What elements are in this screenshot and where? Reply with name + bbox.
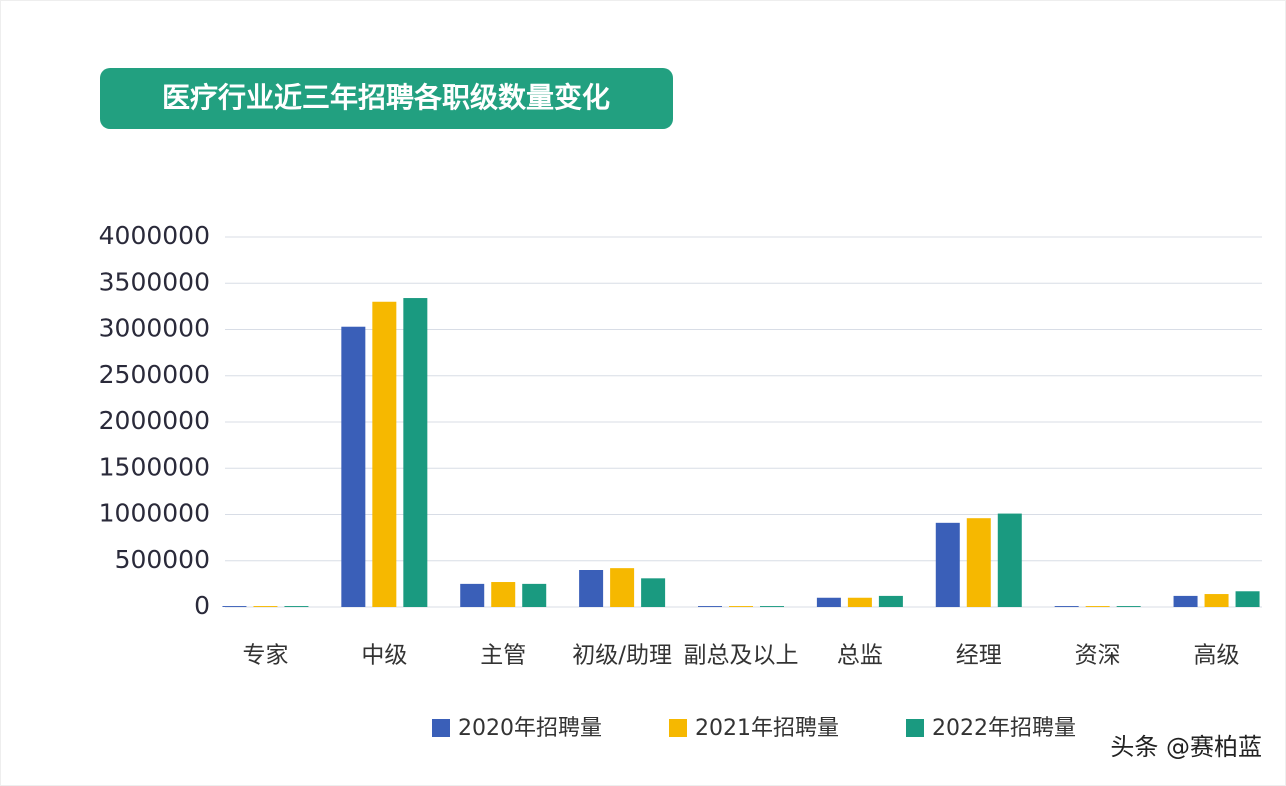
bar — [284, 606, 309, 607]
y-tick-label: 1000000 — [99, 499, 210, 528]
bar — [1204, 594, 1229, 607]
x-tick-label: 初级/助理 — [572, 643, 672, 669]
bar — [1116, 606, 1141, 607]
bar — [1173, 595, 1198, 607]
legend-label: 2022年招聘量 — [932, 716, 1076, 741]
y-tick-label: 500000 — [115, 545, 210, 574]
legend-swatch — [432, 719, 450, 737]
y-tick-label: 2500000 — [99, 360, 210, 389]
bar — [816, 597, 841, 607]
y-tick-label: 1500000 — [99, 452, 210, 481]
x-tick-label: 高级 — [1194, 643, 1240, 669]
bar — [1085, 606, 1110, 607]
bar — [341, 326, 366, 607]
bar — [222, 606, 247, 607]
bar — [579, 570, 604, 607]
title-box — [100, 68, 673, 129]
bar — [610, 568, 635, 607]
legend-swatch — [906, 719, 924, 737]
bar — [460, 583, 485, 607]
x-tick-label: 副总及以上 — [684, 643, 799, 669]
y-tick-label: 3500000 — [99, 267, 210, 296]
bar — [403, 298, 428, 607]
x-tick-label: 中级 — [361, 643, 407, 669]
bar — [997, 513, 1022, 607]
y-tick-label: 2000000 — [99, 406, 210, 435]
bar — [847, 597, 872, 607]
x-tick-label: 资深 — [1075, 643, 1121, 669]
watermark: 头条 @赛柏蓝 — [1110, 733, 1262, 761]
bar — [878, 595, 903, 607]
y-tick-label: 0 — [194, 591, 210, 620]
bar — [698, 606, 722, 607]
legend-label: 2020年招聘量 — [458, 716, 602, 741]
bar — [641, 578, 666, 607]
y-tick-label: 3000000 — [99, 314, 210, 343]
bar — [1235, 591, 1260, 607]
bar — [966, 518, 991, 607]
bar — [372, 301, 397, 607]
bar — [253, 606, 278, 607]
legend-swatch — [669, 719, 687, 737]
x-tick-label: 专家 — [242, 643, 288, 669]
bar — [729, 606, 753, 607]
bar — [935, 522, 960, 607]
bar — [491, 582, 516, 607]
bar — [522, 583, 547, 607]
x-tick-label: 经理 — [956, 643, 1002, 669]
bar — [760, 606, 784, 607]
legend-label: 2021年招聘量 — [695, 716, 839, 741]
y-tick-label: 4000000 — [99, 221, 210, 250]
x-tick-label: 总监 — [837, 643, 883, 669]
x-tick-label: 主管 — [480, 643, 526, 669]
bar — [1054, 606, 1079, 607]
chart-title: 医疗行业近三年招聘各职级数量变化 — [162, 81, 610, 114]
